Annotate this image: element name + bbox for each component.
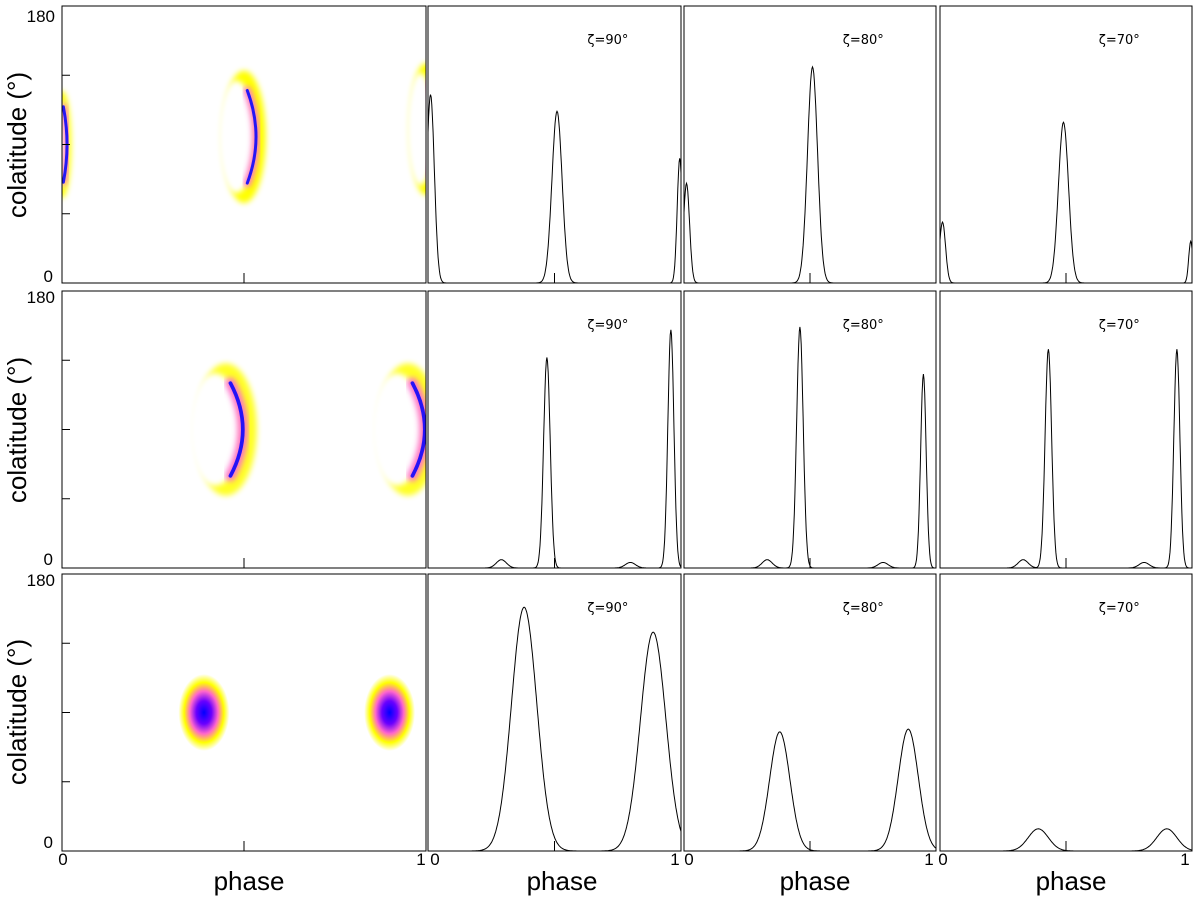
map-panel-row3 [178,674,416,751]
zeta-label: ζ=90° [587,318,628,333]
profile-curve [684,326,936,569]
ytick-180-row3: 180 [27,571,55,590]
map-feature-blob-2 [364,674,416,751]
profile-frame [683,573,937,852]
ylabel-row1: colatitude (°) [2,72,32,218]
profile-panel-row2-col2: ζ=80° [683,290,937,569]
profile-frame [427,573,682,852]
xtick-0-col3: 0 [938,850,947,869]
map-feature-ring-1 [188,363,257,496]
xtick-1-col2: 1 [924,850,933,869]
ytick-180-row1: 180 [27,7,55,26]
ytick-180-row2: 180 [27,288,55,307]
xlabel-col1: phase [527,866,598,896]
xtick-1-col1: 1 [670,850,679,869]
xtick-0-map: 0 [58,850,67,869]
xlabel-col2: phase [780,866,851,896]
profile-frame [939,290,1193,569]
profile-curve [939,121,1193,284]
map-feature-crescent-3 [406,62,426,196]
profile-panel-row1-col3: ζ=70° [939,5,1193,284]
zeta-label: ζ=90° [587,601,628,616]
map-feature-blob-1 [178,674,230,751]
zeta-label: ζ=90° [587,33,628,48]
zeta-label: ζ=70° [1099,601,1140,616]
xlabel-map: phase [214,866,285,896]
map-feature-crescent-2 [217,70,266,203]
profile-curve [428,329,682,569]
row-3: ζ=90° ζ=80° ζ=70° [61,573,1193,852]
profile-curve [428,606,682,852]
profile-panel-row2-col3: ζ=70° [939,290,1193,569]
ylabel-row2: colatitude (°) [2,357,32,503]
profile-panel-row3-col2: ζ=80° [683,573,937,852]
profile-curve [940,828,1193,852]
profile-frame [683,290,937,569]
map-panel-row2 [188,363,426,496]
row-2: ζ=90° ζ=80° ζ=70° [61,290,1193,569]
profile-frame [683,5,937,284]
profile-frame [427,290,682,569]
profile-panel-row1-col1: ζ=90° [427,5,682,284]
xlabel-col3: phase [1036,866,1107,896]
map-panel-row1 [62,62,426,203]
profile-curve [940,349,1192,569]
zeta-label: ζ=80° [843,318,884,333]
xtick-0-col2: 0 [684,850,693,869]
map-feature-ring-2 [370,363,426,496]
profile-panel-row2-col1: ζ=90° [427,290,682,569]
ytick-0-row2: 0 [44,550,53,569]
ylabel-row3: colatitude (°) [2,639,32,785]
profile-curve [683,65,936,284]
profile-panel-row1-col2: ζ=80° [683,5,937,284]
xtick-0-col1: 0 [430,850,439,869]
panels: ζ=90° ζ=80° ζ=70° ζ=90° ζ=80° ζ=70° ζ=90° ζ=80°… [61,5,1193,852]
profile-panel-row3-col1: ζ=90° [427,573,682,852]
profile-curve [427,94,682,284]
xtick-1-col3: 1 [1180,850,1189,869]
zeta-label: ζ=80° [843,33,884,48]
row-1: ζ=90° ζ=80° ζ=70° [61,5,1193,284]
zeta-label: ζ=70° [1099,318,1140,333]
ytick-0-row1: 0 [44,267,53,286]
profile-panel-row3-col3: ζ=70° [939,573,1193,852]
zeta-label: ζ=70° [1099,33,1140,48]
xtick-1-map: 1 [416,850,425,869]
zeta-label: ζ=80° [843,601,884,616]
profile-curve [684,728,937,852]
profile-frame [427,5,682,284]
profile-frame [939,573,1193,852]
ytick-0-row3: 0 [44,833,53,852]
